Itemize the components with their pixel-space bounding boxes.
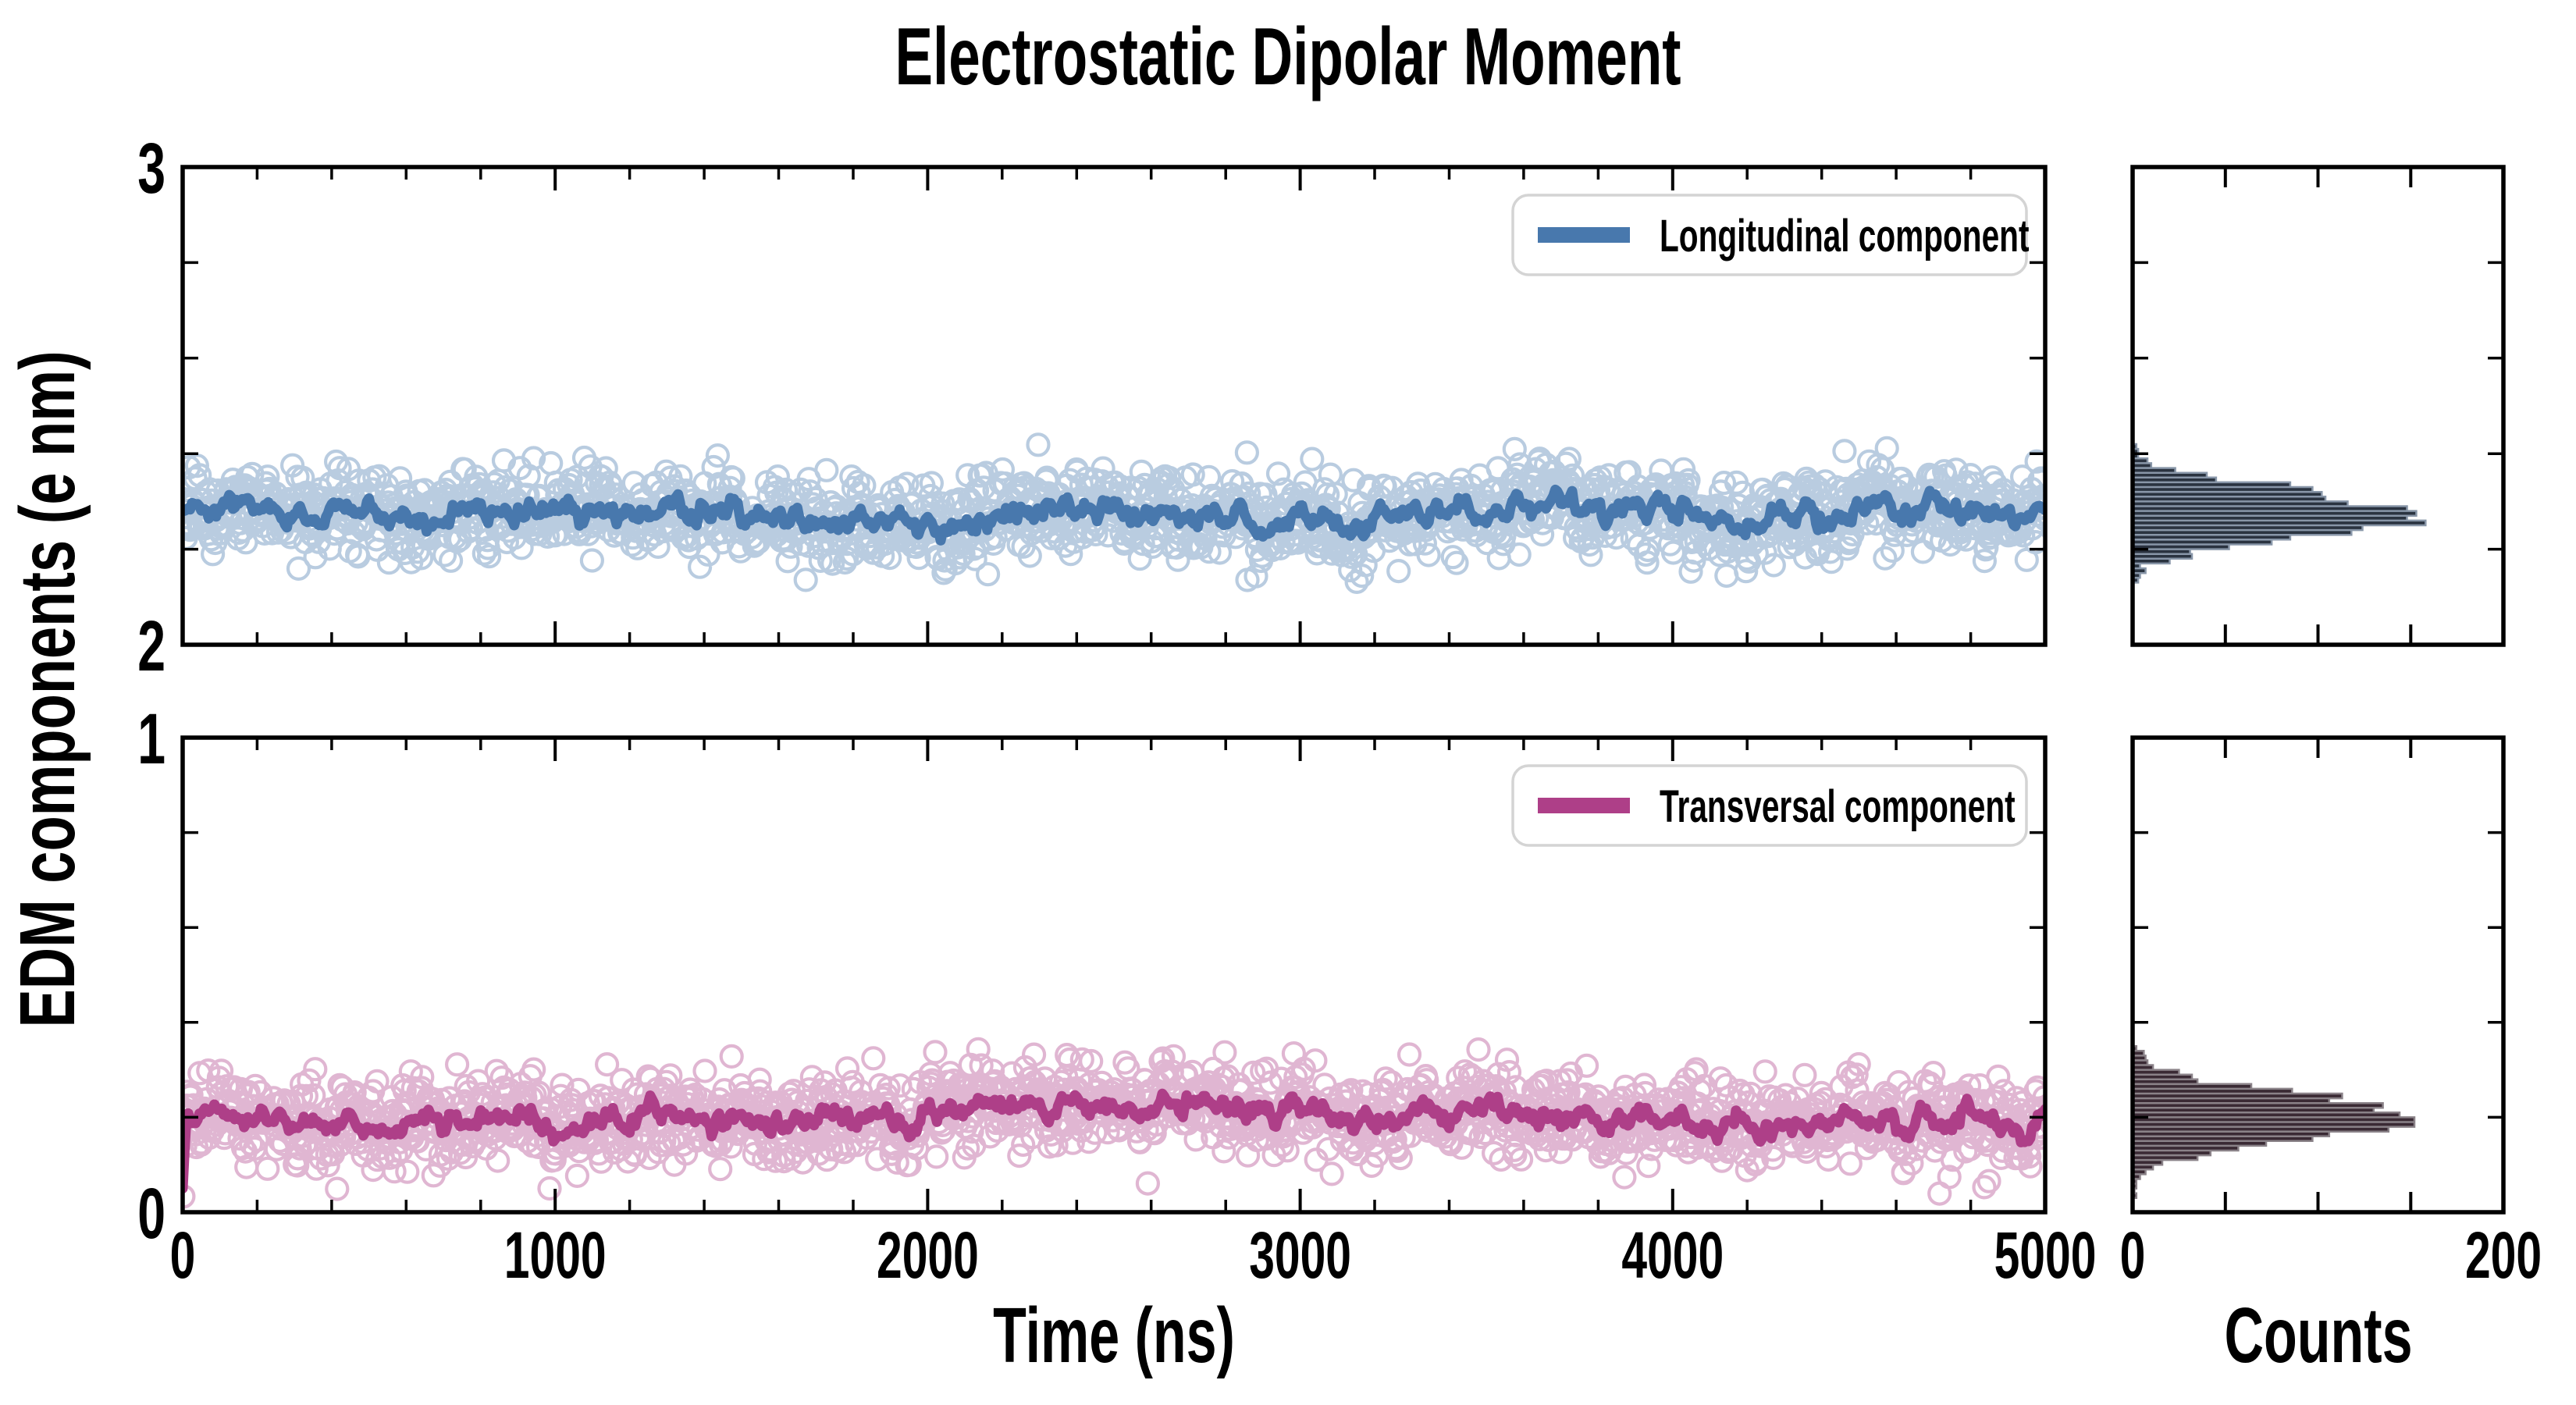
- hist-top-axes: [2130, 165, 2506, 647]
- transversal-mean-line: [183, 1088, 2045, 1194]
- edm-tick-label: 0: [137, 1173, 165, 1254]
- longitudinal-mean-line: [183, 484, 2045, 546]
- time-tick-label: 0: [170, 1219, 196, 1293]
- edm-tick-label: 1: [137, 699, 165, 779]
- time-tick-label: 1000: [504, 1219, 607, 1293]
- legend-box: [1511, 764, 2028, 847]
- transversal-histogram-bars: [2133, 1044, 2416, 1200]
- main-top-axes: [180, 165, 2048, 647]
- main-bottom-axes: [180, 735, 2048, 1215]
- legend-longitudinal: Longitudinal component: [1511, 194, 2030, 276]
- legend-swatch-longitudinal: [1538, 227, 1630, 243]
- transversal-histogram: [2133, 1044, 2416, 1200]
- time-tick-label: 3000: [1249, 1219, 1351, 1293]
- edm-tick-label: 2: [137, 606, 165, 686]
- axes-layer: [180, 165, 2506, 1215]
- edm-tick-label: 3: [137, 128, 165, 208]
- minor-ticks: [2133, 261, 2503, 551]
- counts-tick-label: 200: [2465, 1219, 2542, 1293]
- panel-spines: [180, 735, 2048, 1215]
- figure-title: Electrostatic Dipolar Moment: [895, 12, 1681, 102]
- legend-transversal: Transversal component: [1511, 764, 2028, 847]
- y-axis-label: EDM components (e nm): [3, 350, 91, 1027]
- longitudinal-histogram-bars: [2133, 443, 2427, 584]
- panel-spines: [180, 165, 2048, 647]
- time-tick-label: 2000: [877, 1219, 979, 1293]
- legend-swatch-transversal: [1538, 798, 1630, 813]
- x-axis-label: Time (ns): [993, 1293, 1235, 1379]
- time-tick-label: 4000: [1621, 1219, 1724, 1293]
- chart-data-layer: [183, 432, 2427, 1209]
- longitudinal-histogram: [2133, 443, 2427, 584]
- counts-tick-label: 0: [2120, 1219, 2146, 1293]
- legend-label-longitudinal: Longitudinal component: [1660, 211, 2030, 261]
- minor-ticks: [183, 738, 2045, 1212]
- minor-ticks: [2133, 831, 2503, 1119]
- transversal-timeseries: [183, 1037, 2045, 1209]
- longitudinal-timeseries: [183, 432, 2045, 594]
- counts-axis-label: Counts: [2224, 1293, 2412, 1379]
- legend-label-transversal: Transversal component: [1660, 781, 2016, 832]
- panel-spines: [2130, 735, 2506, 1215]
- tick-labels-layer: 0 1000 2000 3000 4000 5000 2 3 0 1 0 200: [137, 128, 2542, 1293]
- hist-bottom-axes: [2130, 735, 2506, 1215]
- legend-box: [1511, 194, 2028, 276]
- time-tick-label: 5000: [1994, 1219, 2097, 1293]
- minor-ticks: [183, 167, 2045, 645]
- panel-spines: [2130, 165, 2506, 647]
